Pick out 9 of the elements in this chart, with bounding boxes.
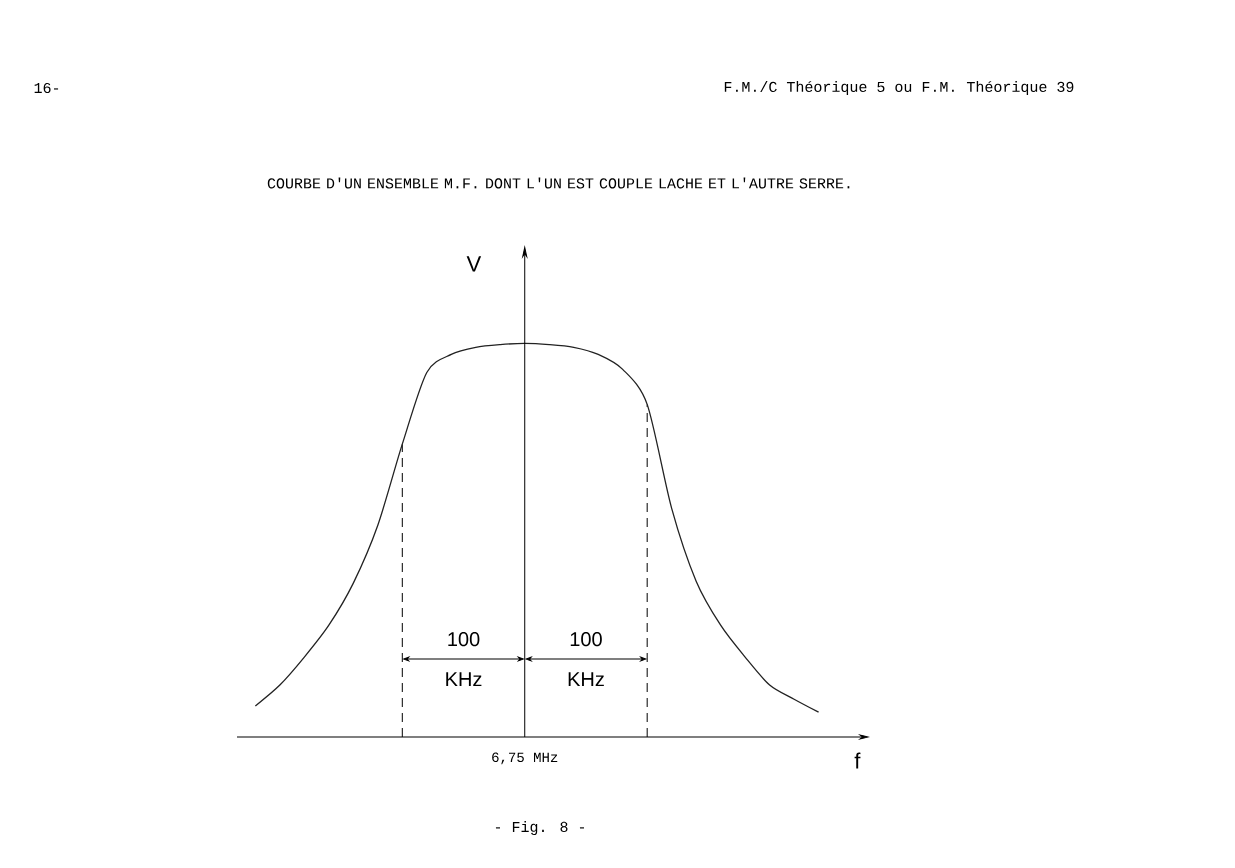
text: 6,75 MHz: [492, 752, 558, 765]
text: F.M./C Théorique 5 ou F.M. Théorique 39: [724, 81, 1074, 95]
y-axis-title: V: [466, 256, 482, 272]
text: 16-: [34, 82, 59, 94]
x-axis-title: f: [854, 752, 861, 769]
chart-title: COURBE D'UN ENSEMBLE M.F. DONT L'UN EST COUPLE LACHE ET L'AUTRE SERRE.: [267, 177, 850, 189]
text: 100 KHz: [568, 632, 604, 687]
text: - Fig. 8 -: [495, 821, 585, 835]
text: 100 KHz: [446, 632, 482, 687]
